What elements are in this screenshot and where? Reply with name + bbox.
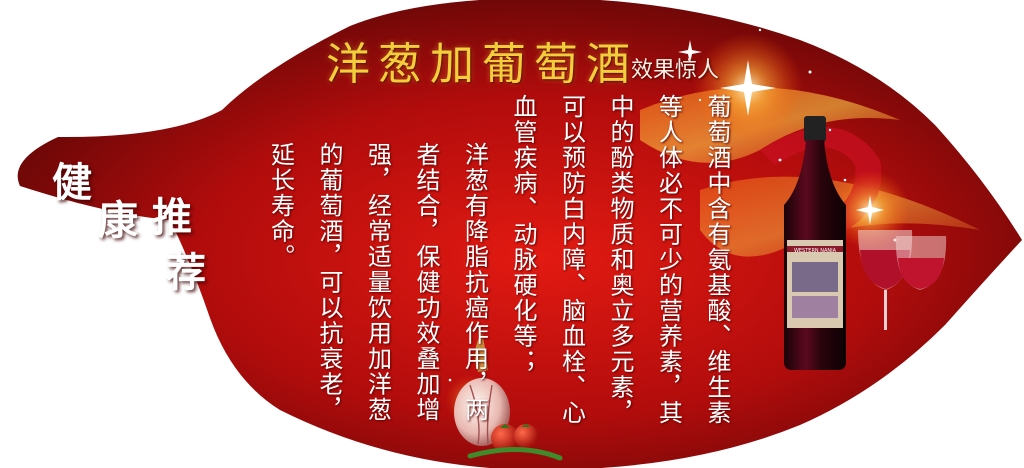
- wine-glass-icon: [858, 230, 947, 330]
- poster-title: 洋葱加葡萄酒: [326, 39, 638, 90]
- poster-body: 葡萄酒中含有氨基酸、维生素等人体必不可少的营养素，其中的酚类物质和奥立多元素，可…: [256, 94, 741, 444]
- badge-char-4: 荐: [166, 250, 206, 296]
- paragraph-onion: 洋葱有降脂抗癌作用，两者结合，保健功效叠加增强，经常适量饮用加洋葱的葡萄酒，可以…: [266, 142, 489, 423]
- badge-char-2: 康: [98, 198, 138, 244]
- sparkle-stars: [448, 28, 897, 382]
- badge-char-3: 推: [152, 195, 192, 241]
- badge-char-1: 健: [52, 160, 92, 206]
- paragraph-wine: 葡萄酒中含有氨基酸、维生素等人体必不可少的营养素，其中的酚类物质和奥立多元素，可…: [509, 94, 731, 426]
- wine-bottle-icon: WESTERN NANIA: [784, 116, 846, 370]
- poster-subtitle: 效果惊人: [631, 58, 720, 83]
- wine-label-text: WESTERN NANIA: [794, 248, 837, 254]
- tomato-icon: [467, 424, 563, 461]
